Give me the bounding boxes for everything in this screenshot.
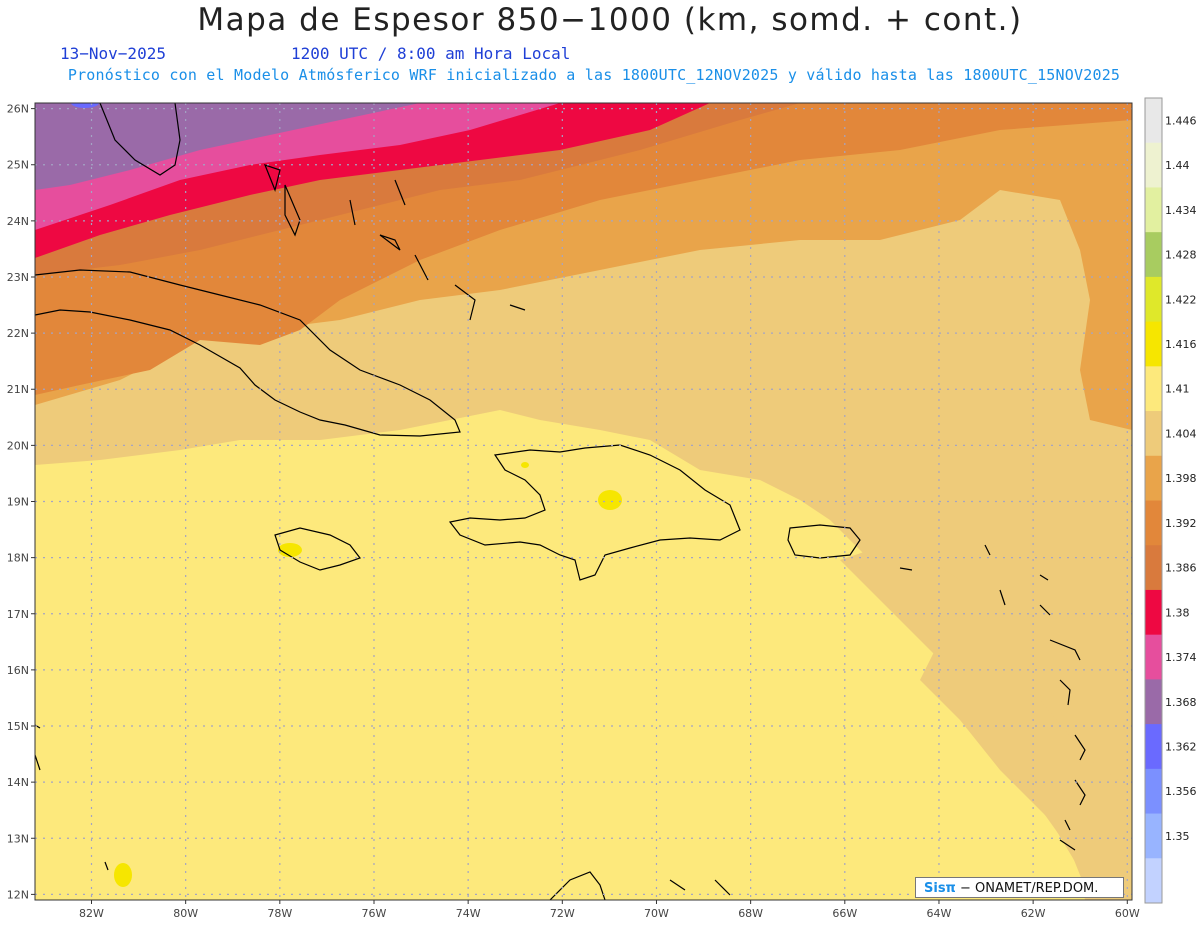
lat-label: 14N bbox=[7, 776, 29, 789]
lon-label: 64W bbox=[927, 907, 952, 920]
colorbar-label: 1.374 bbox=[1165, 651, 1197, 664]
forecast-date: 13−Nov−2025 bbox=[60, 44, 166, 63]
colorbar-label: 1.44 bbox=[1165, 159, 1190, 172]
colorbar-swatch bbox=[1145, 455, 1162, 501]
colorbar-label: 1.35 bbox=[1165, 830, 1190, 843]
shaded-field bbox=[35, 103, 1132, 900]
colorbar-swatch bbox=[1145, 679, 1162, 725]
lon-label: 72W bbox=[550, 907, 575, 920]
colorbar-label: 1.398 bbox=[1165, 472, 1197, 485]
colorbar-swatch bbox=[1145, 232, 1162, 278]
lon-label: 78W bbox=[267, 907, 292, 920]
lat-label: 25N bbox=[7, 159, 29, 172]
lon-label: 80W bbox=[173, 907, 198, 920]
credit-box: Sisπ − ONAMET/REP.DOM. bbox=[915, 877, 1124, 898]
colorbar-swatch bbox=[1145, 411, 1162, 457]
colorbar-label: 1.422 bbox=[1165, 293, 1197, 306]
lon-label: 74W bbox=[456, 907, 481, 920]
colorbar-label: 1.446 bbox=[1165, 114, 1197, 127]
colorbar-swatch bbox=[1145, 634, 1162, 680]
lat-label: 18N bbox=[7, 552, 29, 565]
colorbar-swatch bbox=[1145, 500, 1162, 546]
forecast-description: Pronóstico con el Modelo Atmósferico WRF… bbox=[67, 66, 1121, 84]
colorbar-swatch bbox=[1145, 366, 1162, 412]
colorbar-label: 1.404 bbox=[1165, 427, 1197, 440]
lat-label: 20N bbox=[7, 439, 29, 452]
map-title: Mapa de Espesor 850−1000 (km, somd. + co… bbox=[197, 2, 1023, 38]
colorbar-frame bbox=[1144, 97, 1163, 904]
coastlines bbox=[35, 103, 1086, 900]
colorbar-label: 1.41 bbox=[1165, 383, 1190, 396]
lat-label: 22N bbox=[7, 327, 29, 340]
colorbar-label: 1.356 bbox=[1165, 785, 1197, 798]
lon-label: 68W bbox=[738, 907, 763, 920]
credit-text: − ONAMET/REP.DOM. bbox=[959, 881, 1099, 896]
colorbar-swatch bbox=[1145, 813, 1162, 859]
lon-label: 70W bbox=[644, 907, 669, 920]
lat-lon-grid bbox=[35, 103, 1132, 900]
colorbar-swatch bbox=[1145, 321, 1162, 367]
colorbar-label: 1.386 bbox=[1165, 562, 1197, 575]
colorbar-label: 1.368 bbox=[1165, 696, 1197, 709]
lat-label: 24N bbox=[7, 215, 29, 228]
colorbar-swatch bbox=[1145, 142, 1162, 188]
lat-label: 13N bbox=[7, 832, 29, 845]
lat-label: 19N bbox=[7, 496, 29, 509]
lon-label: 62W bbox=[1021, 907, 1046, 920]
colorbar-swatch bbox=[1145, 98, 1162, 144]
colorbar-label: 1.434 bbox=[1165, 204, 1197, 217]
colorbar-swatch bbox=[1145, 858, 1162, 904]
colorbar-swatch bbox=[1145, 276, 1162, 323]
lat-label: 15N bbox=[7, 720, 29, 733]
lat-label: 23N bbox=[7, 271, 29, 284]
lat-label: 17N bbox=[7, 608, 29, 621]
colorbar-swatch bbox=[1145, 724, 1162, 770]
sispi-logo: Sisπ bbox=[924, 881, 956, 896]
lon-label: 76W bbox=[362, 907, 387, 920]
colorbar: 1.446 1.44 1.434 1.428 1.422 1.416 1.41 1.404 1.… bbox=[1144, 97, 1197, 904]
colorbar-label: 1.38 bbox=[1165, 606, 1190, 619]
colorbar-swatch bbox=[1145, 768, 1162, 815]
colorbar-label: 1.428 bbox=[1165, 249, 1197, 262]
colorbar-swatch bbox=[1145, 589, 1162, 636]
latitude-axis: 26N 25N 24N 23N 22N 21N 20N 19N 18N 17N 16N 15N 14N 1… bbox=[7, 103, 35, 901]
lat-label: 16N bbox=[7, 664, 29, 677]
colorbar-label: 1.362 bbox=[1165, 740, 1197, 753]
colorbar-label: 1.392 bbox=[1165, 517, 1197, 530]
lon-label: 82W bbox=[79, 907, 104, 920]
longitude-axis: 82W 80W 78W 76W 74W 72W 70W 68W 66W 64W 62W 60W bbox=[79, 900, 1140, 920]
lon-label: 60W bbox=[1115, 907, 1140, 920]
lat-label: 12N bbox=[7, 888, 29, 901]
colorbar-swatch bbox=[1145, 545, 1162, 591]
lon-label: 66W bbox=[832, 907, 857, 920]
forecast-time: 1200 UTC / 8:00 am Hora Local bbox=[291, 44, 571, 63]
colorbar-label: 1.416 bbox=[1165, 338, 1197, 351]
lat-label: 26N bbox=[7, 103, 29, 116]
lat-label: 21N bbox=[7, 383, 29, 396]
colorbar-swatch bbox=[1145, 187, 1162, 233]
